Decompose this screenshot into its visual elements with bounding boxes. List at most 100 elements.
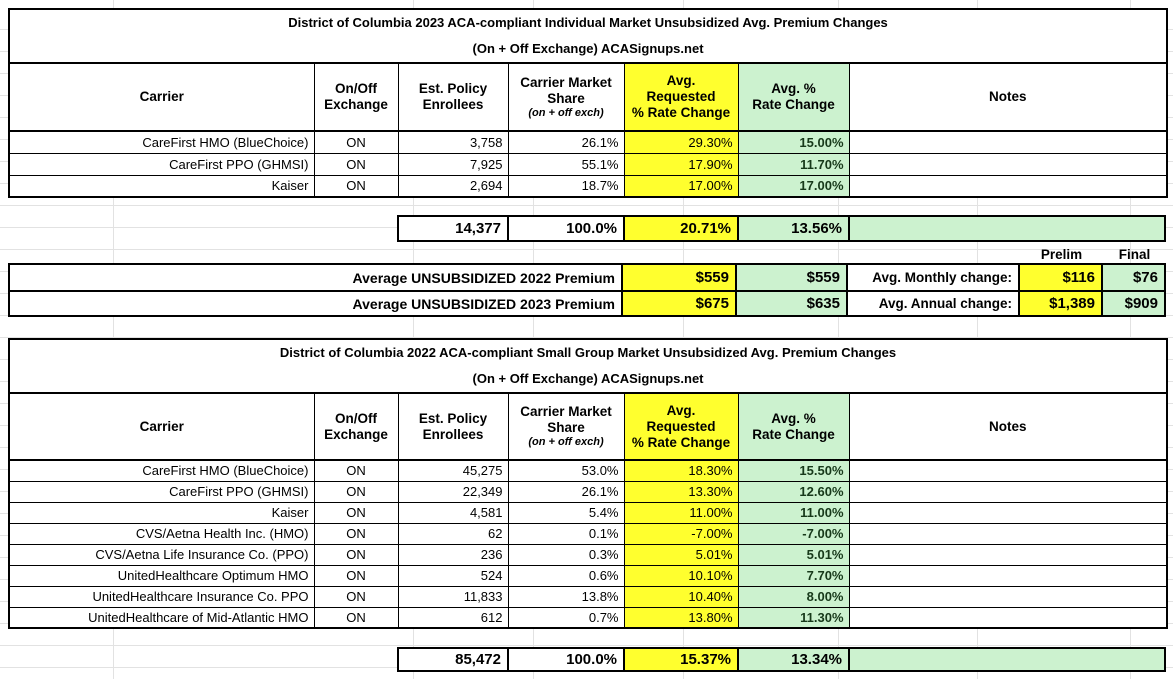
header-exchange[interactable]: On/Off Exchange bbox=[313, 392, 399, 461]
small-group-title[interactable]: District of Columbia 2022 ACA-compliant … bbox=[8, 338, 1168, 394]
cell-exchange[interactable]: ON bbox=[313, 174, 399, 198]
cell-exchange[interactable]: ON bbox=[313, 480, 399, 503]
premium-2022-requested[interactable]: $559 bbox=[621, 265, 735, 290]
cell-notes[interactable] bbox=[848, 501, 1168, 524]
cell-exchange[interactable]: ON bbox=[313, 585, 399, 608]
cell-notes[interactable] bbox=[848, 564, 1168, 587]
cell-notes[interactable] bbox=[848, 459, 1168, 482]
header-enrollees[interactable]: Est. Policy Enrollees bbox=[397, 392, 509, 461]
premium-2023-requested[interactable]: $675 bbox=[621, 292, 735, 315]
header-requested-rate[interactable]: Avg. Requested % Rate Change bbox=[623, 62, 739, 132]
cell-enrollees[interactable]: 62 bbox=[397, 522, 509, 545]
cell-enrollees[interactable]: 4,581 bbox=[397, 501, 509, 524]
cell-approved-rate[interactable]: 17.00% bbox=[737, 174, 850, 198]
cell-exchange[interactable]: ON bbox=[313, 459, 399, 482]
cell-notes[interactable] bbox=[848, 606, 1168, 629]
header-approved-rate[interactable]: Avg. % Rate Change bbox=[737, 392, 850, 461]
cell-exchange[interactable]: ON bbox=[313, 606, 399, 629]
header-carrier[interactable]: Carrier bbox=[8, 392, 315, 461]
cell-notes[interactable] bbox=[848, 522, 1168, 545]
cell-approved-rate[interactable]: -7.00% bbox=[737, 522, 850, 545]
cell-exchange[interactable]: ON bbox=[313, 564, 399, 587]
cell-carrier[interactable]: Kaiser bbox=[8, 501, 315, 524]
cell-market-share[interactable]: 26.1% bbox=[507, 130, 625, 154]
header-notes[interactable]: Notes bbox=[848, 62, 1168, 132]
cell-requested-rate[interactable]: 13.80% bbox=[623, 606, 739, 629]
cell-market-share[interactable]: 26.1% bbox=[507, 480, 625, 503]
cell-notes[interactable] bbox=[848, 480, 1168, 503]
header-exchange[interactable]: On/Off Exchange bbox=[313, 62, 399, 132]
cell-requested-rate[interactable]: 17.00% bbox=[623, 174, 739, 198]
cell-requested-rate[interactable]: 10.10% bbox=[623, 564, 739, 587]
premium-2023-label[interactable]: Average UNSUBSIDIZED 2023 Premium bbox=[352, 295, 615, 312]
header-carrier[interactable]: Carrier bbox=[8, 62, 315, 132]
cell-market-share[interactable]: 0.3% bbox=[507, 543, 625, 566]
cell-carrier[interactable]: Kaiser bbox=[8, 174, 315, 198]
cell-requested-rate[interactable]: 5.01% bbox=[623, 543, 739, 566]
premium-2023-approved[interactable]: $635 bbox=[735, 292, 846, 315]
cell-notes[interactable] bbox=[848, 174, 1168, 198]
cell-notes[interactable] bbox=[848, 585, 1168, 608]
monthly-change-prelim[interactable]: $116 bbox=[1018, 265, 1101, 290]
cell-requested-rate[interactable]: 10.40% bbox=[623, 585, 739, 608]
total-requested-rate[interactable]: 15.37% bbox=[623, 649, 737, 670]
cell-approved-rate[interactable]: 7.70% bbox=[737, 564, 850, 587]
cell-enrollees[interactable]: 236 bbox=[397, 543, 509, 566]
annual-change-label[interactable]: Avg. Annual change: bbox=[846, 292, 1018, 315]
cell-carrier[interactable]: CareFirst HMO (BlueChoice) bbox=[8, 459, 315, 482]
cell-market-share[interactable]: 53.0% bbox=[507, 459, 625, 482]
cell-requested-rate[interactable]: 11.00% bbox=[623, 501, 739, 524]
cell-notes[interactable] bbox=[848, 543, 1168, 566]
premium-2022-approved[interactable]: $559 bbox=[735, 265, 846, 290]
total-market-share[interactable]: 100.0% bbox=[507, 649, 623, 670]
total-notes[interactable] bbox=[848, 649, 1164, 670]
prelim-column-label[interactable]: Prelim bbox=[1040, 246, 1083, 262]
cell-requested-rate[interactable]: 29.30% bbox=[623, 130, 739, 154]
cell-enrollees[interactable]: 22,349 bbox=[397, 480, 509, 503]
total-approved-rate[interactable]: 13.56% bbox=[737, 217, 848, 240]
cell-approved-rate[interactable]: 5.01% bbox=[737, 543, 850, 566]
cell-exchange[interactable]: ON bbox=[313, 130, 399, 154]
cell-enrollees[interactable]: 612 bbox=[397, 606, 509, 629]
total-approved-rate[interactable]: 13.34% bbox=[737, 649, 848, 670]
cell-carrier[interactable]: CVS/Aetna Life Insurance Co. (PPO) bbox=[8, 543, 315, 566]
monthly-change-final[interactable]: $76 bbox=[1101, 265, 1164, 290]
cell-exchange[interactable]: ON bbox=[313, 543, 399, 566]
monthly-change-label[interactable]: Avg. Monthly change: bbox=[846, 265, 1018, 290]
individual-market-title[interactable]: District of Columbia 2023 ACA-compliant … bbox=[8, 8, 1168, 64]
header-market-share[interactable]: Carrier Market Share (on + off exch) bbox=[507, 62, 625, 132]
header-requested-rate[interactable]: Avg. Requested % Rate Change bbox=[623, 392, 739, 461]
cell-enrollees[interactable]: 45,275 bbox=[397, 459, 509, 482]
cell-approved-rate[interactable]: 12.60% bbox=[737, 480, 850, 503]
header-enrollees[interactable]: Est. Policy Enrollees bbox=[397, 62, 509, 132]
cell-approved-rate[interactable]: 11.00% bbox=[737, 501, 850, 524]
cell-notes[interactable] bbox=[848, 130, 1168, 154]
cell-market-share[interactable]: 0.6% bbox=[507, 564, 625, 587]
header-notes[interactable]: Notes bbox=[848, 392, 1168, 461]
cell-carrier[interactable]: UnitedHealthcare Insurance Co. PPO bbox=[8, 585, 315, 608]
cell-carrier[interactable]: UnitedHealthcare of Mid-Atlantic HMO bbox=[8, 606, 315, 629]
cell-requested-rate[interactable]: -7.00% bbox=[623, 522, 739, 545]
cell-approved-rate[interactable]: 8.00% bbox=[737, 585, 850, 608]
cell-enrollees[interactable]: 524 bbox=[397, 564, 509, 587]
cell-notes[interactable] bbox=[848, 152, 1168, 176]
cell-requested-rate[interactable]: 17.90% bbox=[623, 152, 739, 176]
header-market-share[interactable]: Carrier Market Share (on + off exch) bbox=[507, 392, 625, 461]
cell-market-share[interactable]: 18.7% bbox=[507, 174, 625, 198]
cell-approved-rate[interactable]: 15.50% bbox=[737, 459, 850, 482]
total-enrollees[interactable]: 85,472 bbox=[455, 651, 501, 668]
cell-market-share[interactable]: 0.7% bbox=[507, 606, 625, 629]
cell-enrollees[interactable]: 3,758 bbox=[397, 130, 509, 154]
cell-approved-rate[interactable]: 11.30% bbox=[737, 606, 850, 629]
cell-carrier[interactable]: UnitedHealthcare Optimum HMO bbox=[8, 564, 315, 587]
cell-approved-rate[interactable]: 15.00% bbox=[737, 130, 850, 154]
cell-approved-rate[interactable]: 11.70% bbox=[737, 152, 850, 176]
cell-market-share[interactable]: 55.1% bbox=[507, 152, 625, 176]
cell-enrollees[interactable]: 11,833 bbox=[397, 585, 509, 608]
cell-market-share[interactable]: 5.4% bbox=[507, 501, 625, 524]
cell-enrollees[interactable]: 7,925 bbox=[397, 152, 509, 176]
cell-market-share[interactable]: 13.8% bbox=[507, 585, 625, 608]
total-notes[interactable] bbox=[848, 217, 1164, 240]
cell-carrier[interactable]: CareFirst PPO (GHMSI) bbox=[8, 152, 315, 176]
cell-carrier[interactable]: CareFirst PPO (GHMSI) bbox=[8, 480, 315, 503]
